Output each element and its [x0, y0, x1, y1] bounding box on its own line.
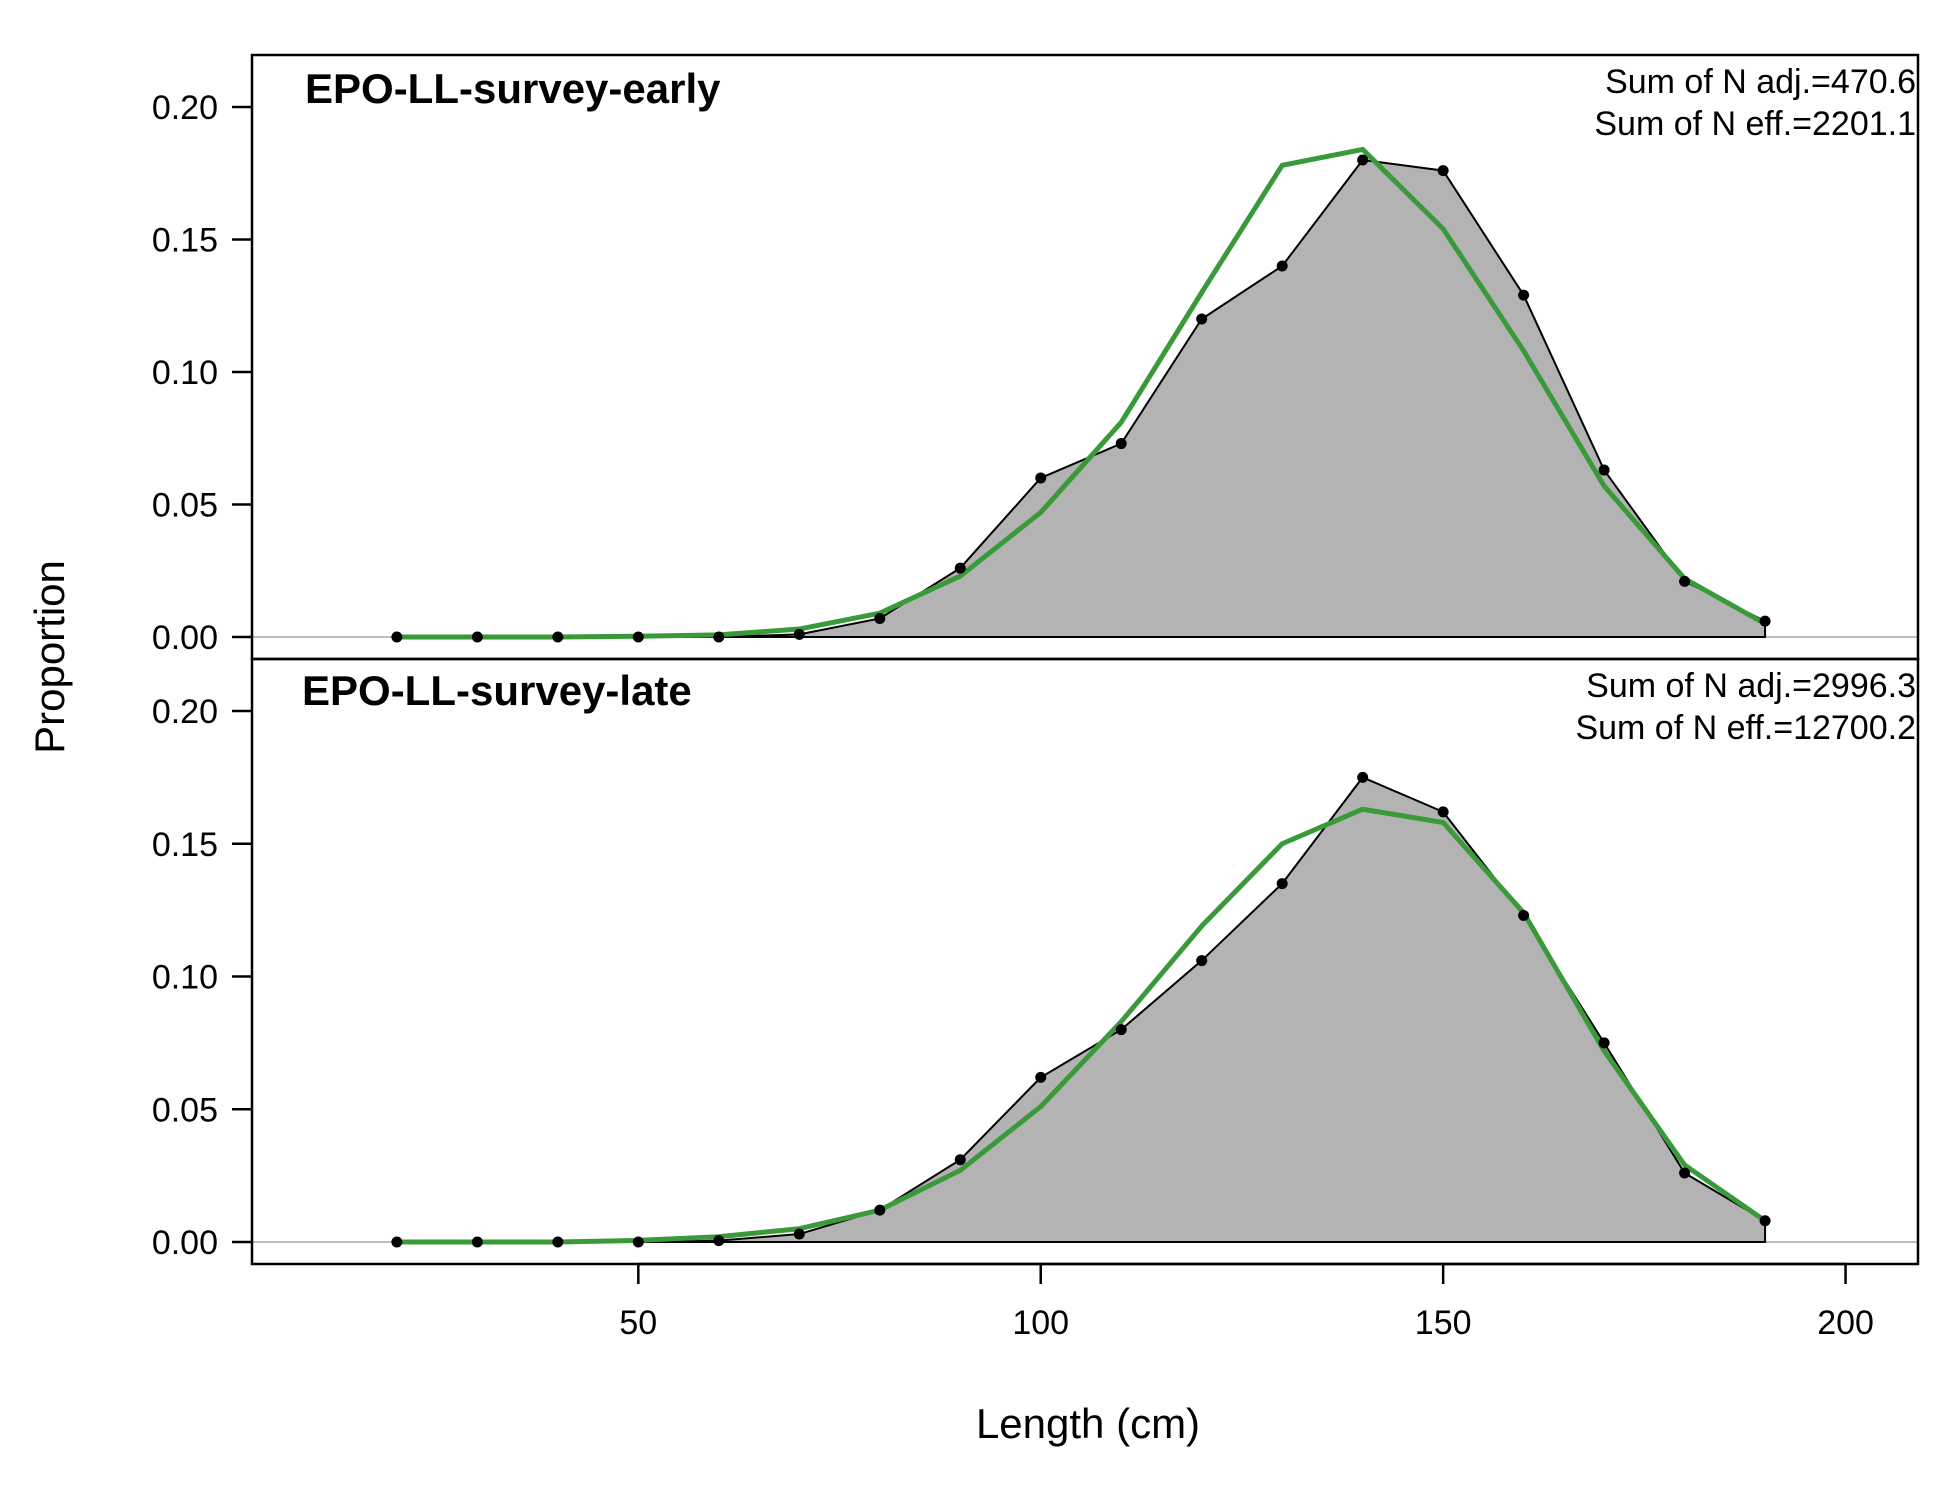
- observed-point: [1679, 1167, 1691, 1179]
- y-tick-label: 0.15: [152, 826, 218, 864]
- sum-annotation: Sum of N adj.=470.6: [1605, 63, 1916, 101]
- observed-point: [1598, 464, 1610, 476]
- observed-point: [1035, 1071, 1047, 1083]
- sum-annotation: Sum of N adj.=2996.3: [1586, 667, 1916, 705]
- panel-title: EPO-LL-survey-early: [305, 65, 721, 112]
- observed-point: [1759, 615, 1771, 627]
- observed-point: [1759, 1215, 1771, 1227]
- y-tick-label: 0.15: [152, 222, 218, 260]
- x-axis-title: Length (cm): [976, 1400, 1200, 1447]
- y-tick-label: 0.00: [152, 619, 218, 657]
- sum-annotation: Sum of N eff.=12700.2: [1575, 709, 1916, 747]
- observed-point: [632, 1236, 644, 1248]
- observed-point: [713, 631, 725, 643]
- observed-area: [396, 158, 1767, 638]
- y-tick-label: 0.20: [152, 693, 218, 731]
- y-tick-label: 0.05: [152, 1091, 218, 1129]
- panel-2: 0.00 0.05 0.10 0.15 0.20 EPO-LL-survey-late Su…: [152, 657, 1920, 1266]
- observed-point: [1115, 1024, 1127, 1036]
- observed-point: [713, 1235, 725, 1247]
- observed-point: [954, 562, 966, 574]
- y-tick-label: 0.10: [152, 959, 218, 997]
- observed-point: [471, 631, 483, 643]
- observed-point: [1196, 313, 1208, 325]
- observed-point: [1357, 154, 1369, 166]
- observed-point: [632, 631, 644, 643]
- observed-point: [552, 631, 564, 643]
- observed-point: [1437, 165, 1449, 177]
- observed-point: [1437, 806, 1449, 818]
- observed-point: [1115, 438, 1127, 450]
- panel-1: 0.00 0.05 0.10 0.15 0.20 EPO-LL-survey-early S…: [152, 53, 1920, 661]
- observed-point: [391, 1236, 403, 1248]
- x-tick-label: 200: [1817, 1304, 1874, 1342]
- expected-line: [396, 806, 1767, 1245]
- observed-point: [793, 628, 805, 640]
- observed-point: [1035, 472, 1047, 484]
- observed-point: [391, 631, 403, 643]
- observed-point: [874, 612, 886, 624]
- observed-point: [874, 1204, 886, 1216]
- observed-point: [1679, 575, 1691, 587]
- observed-area: [396, 776, 1767, 1243]
- plot-layer: 0.00 0.05 0.10 0.15 0.20 EPO-LL-survey-early S…: [152, 53, 1920, 1342]
- x-tick-label: 50: [619, 1304, 657, 1342]
- y-tick-label: 0.05: [152, 487, 218, 525]
- observed-point: [1598, 1037, 1610, 1049]
- observed-point: [1518, 909, 1530, 921]
- observed-point: [1276, 260, 1288, 272]
- y-axis-title: Proportion: [26, 560, 73, 754]
- x-tick-label: 150: [1415, 1304, 1472, 1342]
- observed-point: [954, 1154, 966, 1166]
- observed-point: [1357, 771, 1369, 783]
- y-tick-label: 0.00: [152, 1224, 218, 1262]
- expected-line: [396, 146, 1767, 640]
- x-tick-label: 100: [1012, 1304, 1069, 1342]
- sum-annotation: Sum of N eff.=2201.1: [1594, 105, 1916, 143]
- observed-point: [1276, 878, 1288, 890]
- panel-title: EPO-LL-survey-late: [302, 667, 692, 714]
- observed-point: [471, 1236, 483, 1248]
- y-tick-label: 0.20: [152, 89, 218, 127]
- y-tick-label: 0.10: [152, 354, 218, 392]
- observed-point: [1196, 955, 1208, 967]
- observed-point: [1518, 289, 1530, 301]
- observed-point: [793, 1228, 805, 1240]
- observed-point: [552, 1236, 564, 1248]
